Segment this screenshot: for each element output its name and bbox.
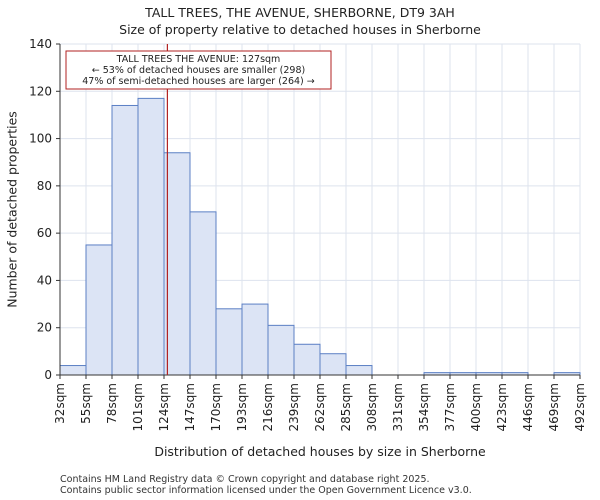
footer-line-1: Contains HM Land Registry data © Crown c…: [60, 474, 430, 485]
y-tick-label: 100: [29, 132, 52, 146]
x-tick-label: 400sqm: [469, 383, 483, 431]
histogram-bar: [59, 365, 87, 376]
histogram-bar: [111, 104, 139, 376]
histogram-bar: [189, 211, 217, 376]
histogram-bar: [85, 244, 113, 376]
x-tick-label: 124sqm: [157, 383, 171, 431]
annotation-line: TALL TREES THE AVENUE: 127sqm: [116, 54, 281, 65]
x-tick-label: 78sqm: [105, 383, 119, 424]
y-tick-label: 20: [37, 321, 52, 335]
x-tick-label: 239sqm: [287, 383, 301, 431]
annotation-box: [65, 50, 332, 90]
x-tick-label: 193sqm: [235, 383, 249, 431]
x-tick-label: 285sqm: [339, 383, 353, 431]
x-tick-label: 492sqm: [573, 383, 587, 431]
chart-subtitle: Size of property relative to detached ho…: [119, 22, 481, 37]
y-tick-label: 80: [37, 179, 52, 193]
x-tick-label: 170sqm: [209, 383, 223, 431]
histogram-bar: [345, 365, 373, 376]
histogram-bar: [267, 324, 295, 376]
x-tick-label: 469sqm: [547, 383, 561, 431]
x-tick-label: 216sqm: [261, 383, 275, 431]
x-tick-label: 423sqm: [495, 383, 509, 431]
x-axis-title: Distribution of detached houses by size …: [154, 444, 486, 459]
x-tick-label: 308sqm: [365, 383, 379, 431]
histogram-bar: [215, 308, 243, 376]
histogram-bar: [241, 303, 269, 376]
x-tick-label: 32sqm: [53, 383, 67, 424]
histogram-bar: [319, 353, 347, 376]
x-tick-label: 101sqm: [131, 383, 145, 431]
x-tick-label: 55sqm: [79, 383, 93, 424]
x-tick-label: 262sqm: [313, 383, 327, 431]
y-tick-label: 60: [37, 226, 52, 240]
y-tick-label: 140: [29, 37, 52, 51]
chart-title: TALL TREES, THE AVENUE, SHERBORNE, DT9 3…: [145, 5, 455, 20]
footer-line-2: Contains public sector information licen…: [60, 485, 472, 496]
y-axis-title: Number of detached properties: [5, 111, 20, 308]
annotation-line: 47% of semi-detached houses are larger (…: [82, 76, 315, 87]
histogram-bar: [137, 97, 165, 376]
x-tick-label: 354sqm: [417, 383, 431, 431]
x-tick-label: 331sqm: [391, 383, 405, 431]
y-tick-label: 120: [29, 84, 52, 98]
annotation-line: ← 53% of detached houses are smaller (29…: [92, 65, 305, 76]
histogram-bar: [293, 343, 321, 376]
x-tick-label: 377sqm: [443, 383, 457, 431]
y-tick-label: 40: [37, 273, 52, 287]
x-tick-label: 147sqm: [183, 383, 197, 431]
chart-title-block: TALL TREES, THE AVENUE, SHERBORNE, DT9 3…: [0, 4, 600, 38]
footer: Contains HM Land Registry data © Crown c…: [60, 474, 472, 496]
y-tick-label: 0: [44, 368, 52, 382]
x-tick-label: 446sqm: [521, 383, 535, 431]
